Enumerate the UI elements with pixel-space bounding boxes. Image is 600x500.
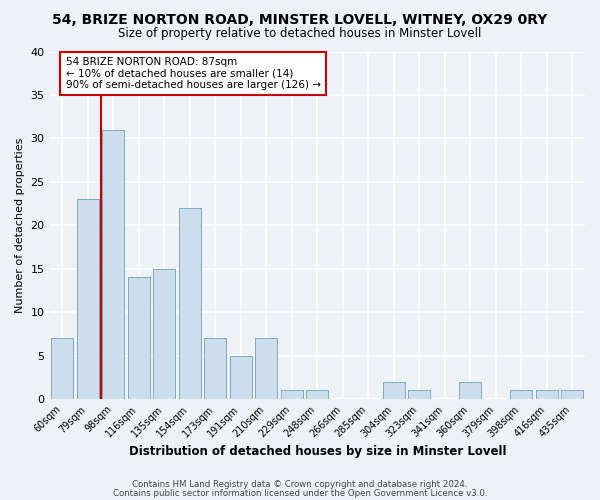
X-axis label: Distribution of detached houses by size in Minster Lovell: Distribution of detached houses by size … xyxy=(128,444,506,458)
Bar xyxy=(307,390,328,399)
Bar xyxy=(511,390,532,399)
Bar xyxy=(460,382,481,399)
Text: 54 BRIZE NORTON ROAD: 87sqm
← 10% of detached houses are smaller (14)
90% of sem: 54 BRIZE NORTON ROAD: 87sqm ← 10% of det… xyxy=(65,56,320,90)
Y-axis label: Number of detached properties: Number of detached properties xyxy=(15,138,25,313)
Text: 54, BRIZE NORTON ROAD, MINSTER LOVELL, WITNEY, OX29 0RY: 54, BRIZE NORTON ROAD, MINSTER LOVELL, W… xyxy=(52,12,548,26)
Bar xyxy=(536,390,557,399)
Bar xyxy=(256,338,277,399)
Bar xyxy=(562,390,583,399)
Bar xyxy=(179,208,200,399)
Text: Size of property relative to detached houses in Minster Lovell: Size of property relative to detached ho… xyxy=(118,28,482,40)
Bar xyxy=(205,338,226,399)
Text: Contains public sector information licensed under the Open Government Licence v3: Contains public sector information licen… xyxy=(113,488,487,498)
Bar xyxy=(383,382,404,399)
Bar xyxy=(154,269,175,399)
Bar xyxy=(230,356,251,399)
Bar xyxy=(103,130,124,399)
Text: Contains HM Land Registry data © Crown copyright and database right 2024.: Contains HM Land Registry data © Crown c… xyxy=(132,480,468,489)
Bar xyxy=(128,278,149,399)
Bar xyxy=(409,390,430,399)
Bar xyxy=(281,390,302,399)
Bar xyxy=(52,338,73,399)
Bar xyxy=(77,200,98,399)
